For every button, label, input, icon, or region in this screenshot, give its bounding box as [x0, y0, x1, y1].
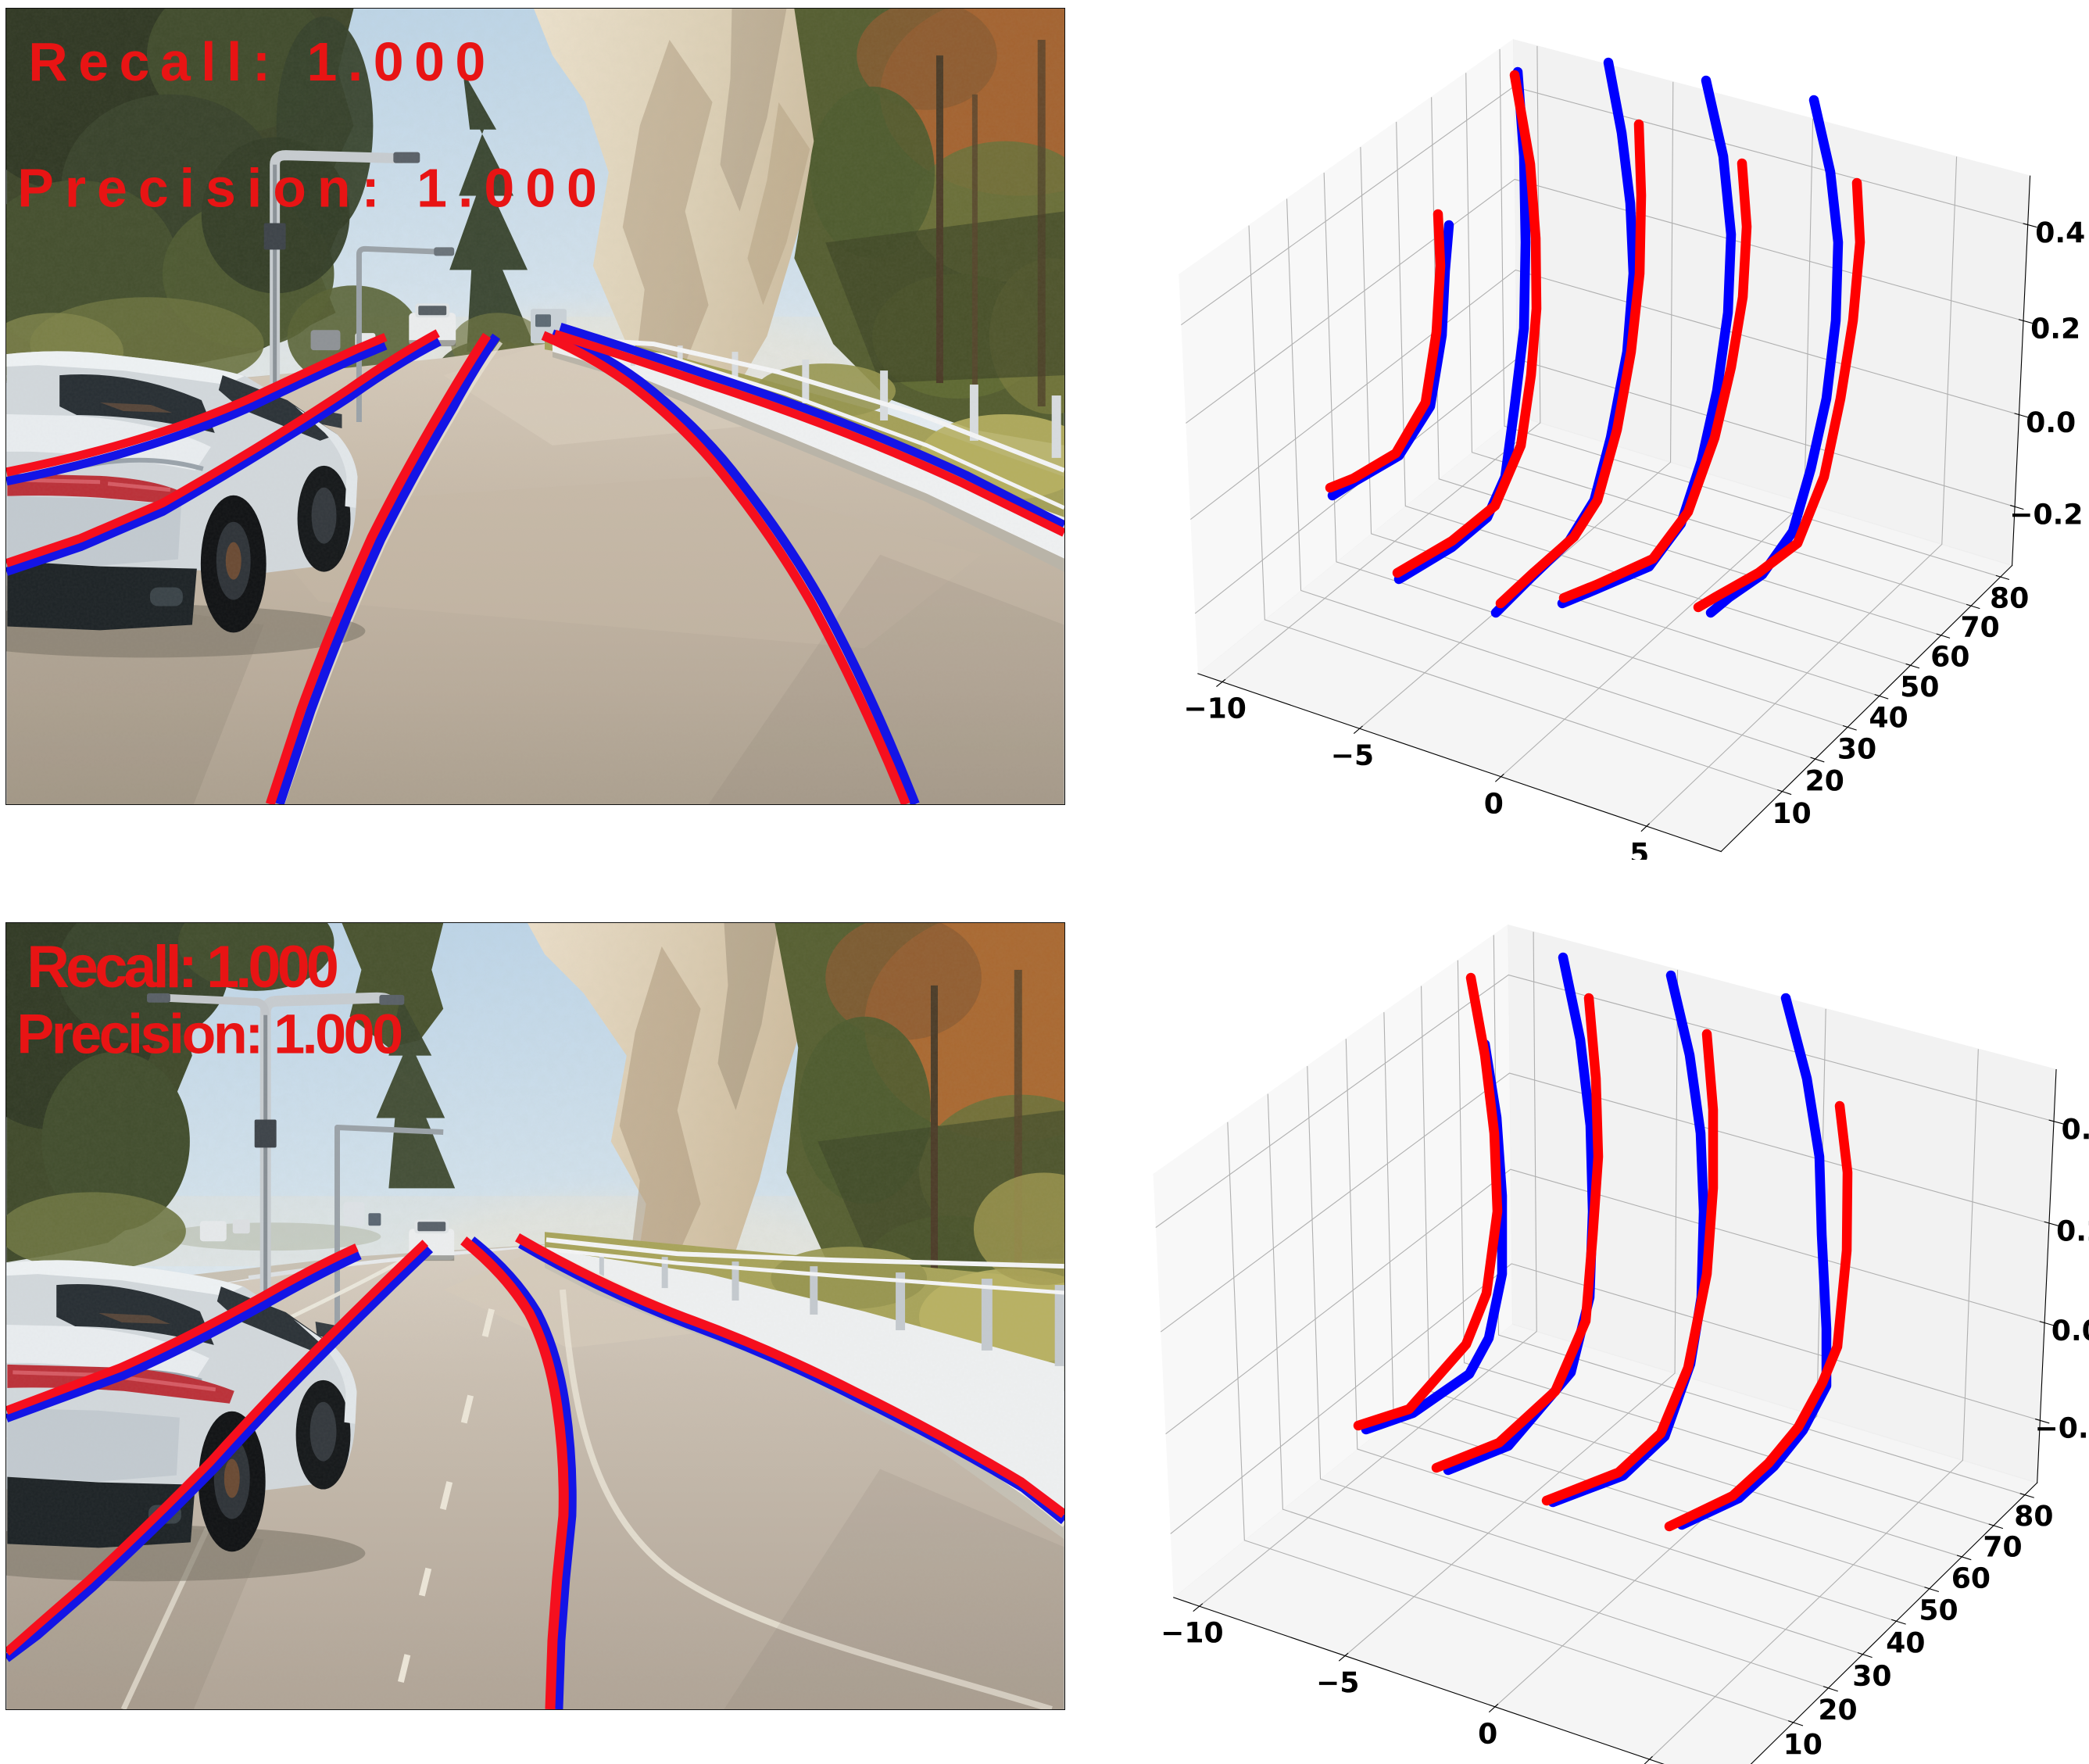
svg-text:Recall: 1.000: Recall: 1.000: [28, 31, 495, 92]
svg-text:Precision: 1.000: Precision: 1.000: [16, 1004, 402, 1066]
svg-text:Precision: 1.000: Precision: 1.000: [17, 158, 608, 219]
svg-text:Recall: 1.000: Recall: 1.000: [27, 934, 337, 1000]
